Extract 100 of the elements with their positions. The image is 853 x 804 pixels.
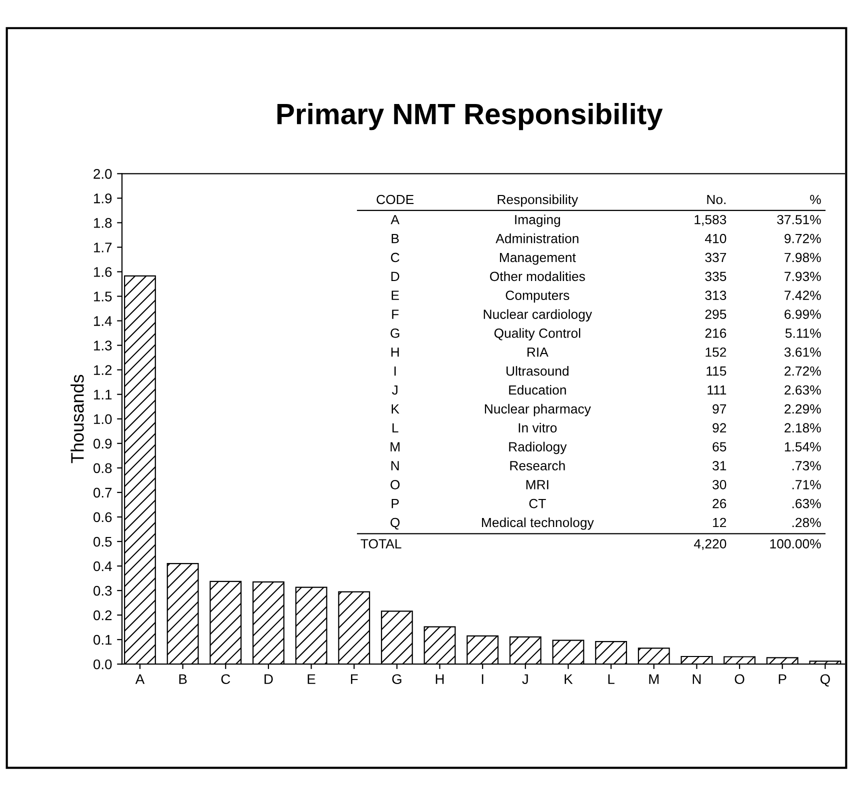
annotation: Medical technology [482,517,594,530]
x-tick-label: C [221,674,230,684]
category-label: M [390,442,400,452]
annotation: Computers [506,290,570,303]
annotation: 2.29% [784,404,821,414]
x-tick-label: A [135,674,145,684]
x-tick-label: O [734,674,744,684]
y-tick-label: 0.6 [93,512,112,522]
y-tick-label: 0.2 [93,610,112,620]
x-tick-label: G [392,674,402,684]
annotation: Education [509,384,566,395]
annotation: Administration [496,234,578,244]
y-tick-label: 1.9 [94,194,112,204]
annotation: 2.72% [784,366,821,376]
annotation: 337 [705,252,726,262]
annotation: 7.93% [784,272,821,282]
x-tick-label: P [778,674,786,684]
annotation: Other modalities [490,271,585,282]
category-label: F [392,310,399,319]
category-label: N [391,461,399,470]
annotation: 335 [705,272,726,282]
category-label: C [390,252,400,262]
x-tick-label: B [179,674,187,684]
annotation: 92 [712,423,726,433]
annotation: 6.99% [784,310,821,319]
annotation: RIA [527,348,548,357]
y-tick-label: 0.4 [93,561,112,572]
annotation: 313 [705,290,726,300]
annotation: 26 [712,498,726,508]
annotation: 2.63% [784,385,821,395]
annotation: In vitro [518,422,557,433]
y-tick-label: 0.9 [93,438,112,449]
annotation: .28% [792,518,821,528]
x-tick-label: K [564,674,573,684]
annotation: 100.00% [770,539,821,548]
annotation: Ultrasound [506,366,568,376]
y-tick-label: 1.0 [94,414,112,424]
annotation: 1,583 [694,214,726,226]
category-label: O [390,480,400,490]
annotation: No. [707,194,726,204]
y-tick-label: 1.4 [94,316,112,326]
annotation: 115 [706,366,726,376]
y-tick-label: 0.7 [93,488,112,498]
y-tick-label: 0.1 [93,634,112,645]
annotation: 7.98% [784,252,821,262]
x-tick-label: D [264,674,273,684]
annotation: Responsibility [498,194,578,207]
annotation: 5.11% [785,328,821,338]
x-tick-label: J [522,674,528,684]
annotation: Quality Control [494,328,580,340]
annotation: 111 [708,385,726,395]
annotation: 12 [713,518,726,528]
annotation: CT [529,498,546,508]
annotation: 216 [705,328,726,338]
annotation: MRI [526,480,548,490]
y-tick-label: 1.7 [94,242,112,252]
category-label: J [392,385,398,395]
x-tick-label: H [436,674,444,684]
category-label: I [394,366,396,376]
annotation: % [810,194,821,204]
annotation: .73% [792,461,821,470]
category-label: G [390,328,400,338]
annotation: Imaging [515,214,560,227]
category-label: D [391,272,400,281]
y-tick-label: 0.0 [93,659,112,670]
annotation: .63% [792,498,821,508]
annotation: 2.18% [784,423,821,433]
annotation: Radiology [509,442,567,454]
annotation: 65 [712,442,726,452]
y-tick-label: 0.5 [93,536,112,547]
y-tick-label: 1.3 [94,340,112,350]
y-tick-label: 1.2 [94,365,112,375]
annotation: Management [500,252,576,265]
y-tick-label: 1.5 [94,292,112,302]
y-tick-label: 2.0 [94,169,112,179]
annotation: 4,220 [694,539,726,550]
annotation: TOTAL [360,539,402,548]
annotation: 152 [706,347,726,357]
y-tick-label: 1.6 [94,267,112,277]
annotation: 97 [712,404,726,414]
y-tick-label: 1.1 [94,390,112,400]
annotation: Nuclear cardiology [484,309,592,322]
annotation: 7.42% [784,290,821,300]
y-axis-title: Thousands [70,374,84,464]
annotation: 37.51% [777,214,821,224]
category-label: E [392,290,399,300]
annotation: 1.54% [784,442,821,452]
annotation: 410 [704,234,726,244]
annotation: 9.72% [784,234,821,244]
category-label: P [392,499,399,508]
x-tick-label: L [608,674,614,684]
annotation: .71% [792,480,821,490]
category-label: Q [390,518,400,530]
category-label: A [390,215,400,224]
x-tick-label: I [482,674,484,684]
x-tick-label: Q [820,674,830,687]
y-tick-label: 0.8 [93,463,112,474]
chart-title: Primary NMT Responsibility [277,102,663,130]
x-tick-label: N [692,674,701,684]
annotation: CODE [376,194,414,204]
